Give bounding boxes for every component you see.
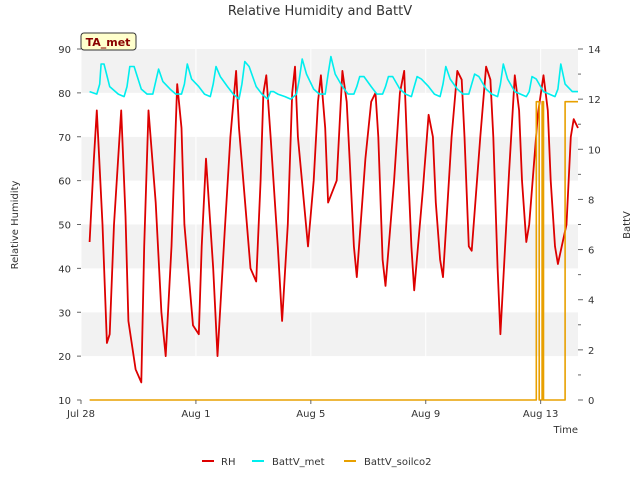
x-tick-label: Aug 13: [523, 409, 558, 420]
badge-label: TA_met: [86, 36, 131, 49]
y-right-tick-label: 2: [588, 346, 594, 357]
y-right-tick-label: 12: [588, 95, 601, 106]
grid-band: [81, 92, 578, 137]
y-left-tick-label: 20: [58, 352, 71, 363]
y-right-tick-label: 4: [588, 296, 594, 307]
y-axis-left-label: Relative Humidity: [10, 181, 21, 270]
y-right-tick-label: 10: [588, 145, 601, 156]
y-left-tick-label: 60: [58, 177, 71, 188]
y-left-tick-label: 90: [58, 45, 71, 56]
grid-band: [81, 356, 578, 400]
x-tick-label: Aug 9: [411, 409, 440, 420]
legend-label-rh: RH: [221, 457, 235, 468]
y-right-tick-label: 14: [588, 45, 601, 56]
badge: TA_met: [80, 32, 137, 51]
series-layer: [88, 55, 579, 401]
x-axis-label: Time: [553, 425, 578, 436]
y-left-tick-label: 80: [58, 89, 71, 100]
legend-label-battv-soilco2: BattV_soilco2: [364, 457, 432, 468]
y-left-tick-label: 70: [58, 133, 71, 144]
series-line-rh: [88, 65, 579, 384]
grid-band: [81, 312, 578, 357]
grid-band: [81, 224, 578, 269]
y-right-tick-label: 0: [588, 396, 594, 407]
y-left-tick-label: 40: [58, 264, 71, 275]
y-right-tick-label: 6: [588, 246, 594, 257]
chart-title: Relative Humidity and BattV: [228, 4, 412, 19]
x-tick-label: Aug 5: [296, 409, 325, 420]
x-gridlines: [80, 49, 542, 400]
y-axis-right-label: BattV: [622, 211, 633, 239]
axes-layer: 10 20 30 40 50 60 70 80 90 0 2 4 6 8 10 12 14 Jul 28 Aug 1…: [58, 45, 600, 420]
grid-band: [81, 136, 578, 181]
y-right-tick-label: 8: [588, 195, 594, 206]
legend-label-battv-met: BattV_met: [272, 457, 325, 468]
background-bands: [81, 49, 578, 400]
y-left-tick-label: 10: [58, 396, 71, 407]
grid-band: [81, 268, 578, 313]
grid-band: [81, 49, 578, 93]
y-left-tick-label: 30: [58, 308, 71, 319]
x-tick-label: Jul 28: [66, 409, 95, 420]
y-left-tick-label: 50: [58, 221, 71, 232]
series-line-battv-met: [89, 55, 578, 100]
x-tick-label: Aug 1: [181, 409, 210, 420]
legend: RH BattV_met BattV_soilco2: [202, 457, 432, 468]
series-line-battv-soilco2: [89, 100, 578, 401]
badge-box: [80, 32, 137, 51]
